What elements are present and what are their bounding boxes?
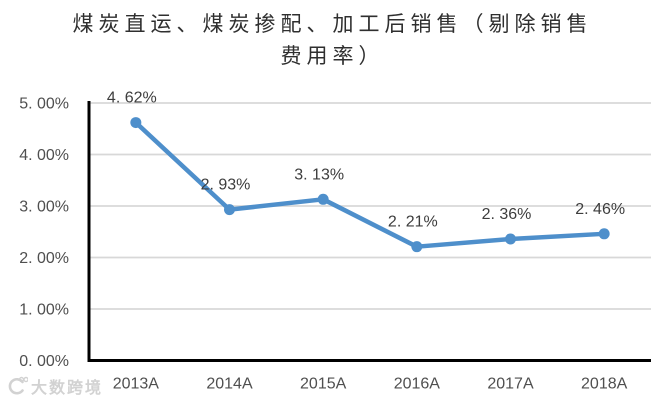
x-axis-tick-label: 2015A [300, 376, 347, 393]
data-point-marker [505, 233, 516, 245]
watermark-text: 大数跨境 [31, 380, 104, 397]
watermark-logo-icon [8, 376, 28, 395]
chart-title-line2: 费用率） [280, 44, 385, 68]
y-axis-tick-label: 0. 00% [19, 353, 69, 370]
data-point-marker [224, 204, 235, 216]
x-axis-tick-label: 2013A [113, 376, 160, 393]
y-axis-tick-label: 4. 00% [19, 147, 69, 164]
data-point-label: 2. 93% [201, 177, 251, 194]
chart-title-line1: 煤炭直运、煤炭掺配、加工后销售（剔除销售 [72, 12, 593, 36]
x-axis-tick-label: 2017A [487, 376, 534, 393]
data-point-label: 2. 36% [482, 206, 532, 223]
y-axis-tick-label: 2. 00% [19, 250, 69, 267]
data-point-label: 3. 13% [294, 166, 344, 183]
data-point-label: 2. 21% [388, 214, 438, 231]
watermark: 大数跨境 [6, 374, 103, 398]
chart-title: 煤炭直运、煤炭掺配、加工后销售（剔除销售 费用率） [0, 8, 665, 72]
y-axis-tick-label: 5. 00% [19, 96, 69, 113]
x-axis-tick-label: 2014A [206, 376, 253, 393]
series-line [133, 120, 607, 249]
data-point-marker [598, 228, 610, 240]
x-axis-tick-label: 2016A [394, 376, 441, 393]
data-point-marker [130, 117, 142, 129]
x-axis-tick-label: 2018A [581, 376, 628, 393]
data-point-label: 2. 46% [575, 201, 625, 218]
data-point-marker [411, 241, 423, 253]
y-axis-tick-label: 3. 00% [19, 199, 69, 216]
data-point-marker [317, 193, 329, 205]
data-point-label: 4. 62% [107, 90, 157, 107]
y-axis-tick-label: 1. 00% [19, 302, 69, 319]
